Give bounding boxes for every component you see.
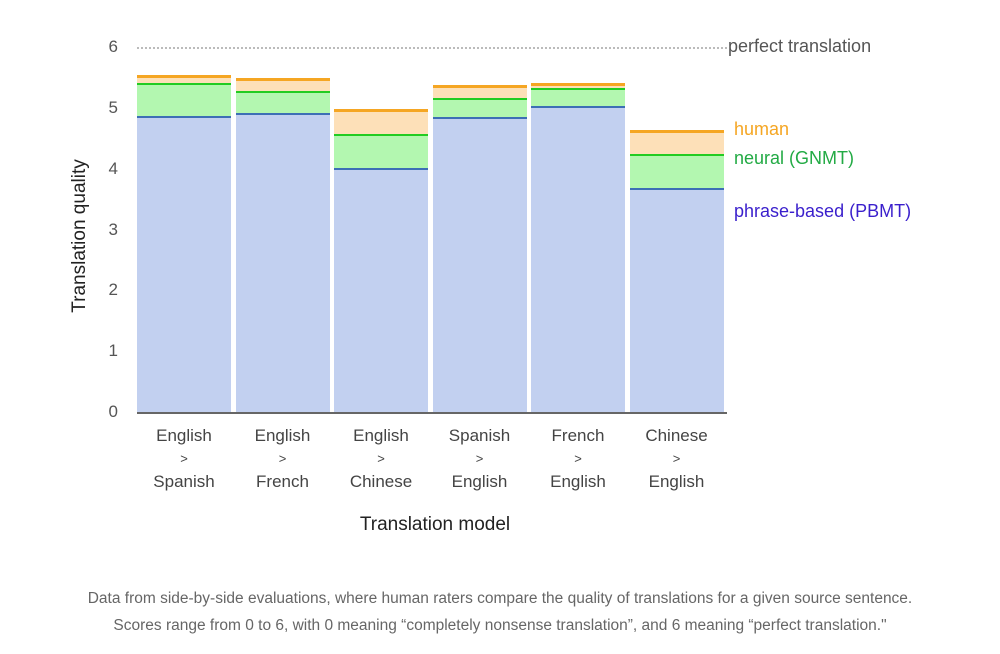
x-category-label: English > French [254, 426, 311, 491]
bar-value-line [137, 74, 231, 78]
bar-segment [629, 131, 724, 154]
bar-value-line [531, 105, 625, 109]
legend-neural: neural (GNMT) [734, 148, 855, 168]
bar-segment [137, 75, 231, 83]
x-axis-line [137, 412, 727, 414]
bar-value-line [531, 83, 625, 87]
x-category-label: English > Spanish [153, 426, 215, 491]
bar-segment [137, 115, 231, 413]
bar-segment [629, 153, 724, 189]
bar-segment [432, 86, 527, 98]
bar-segment [531, 88, 625, 107]
x-category-label: French > English [550, 426, 606, 491]
figure-caption: Data from side-by-side evaluations, wher… [0, 585, 1000, 639]
y-tick-label: 6 [108, 37, 118, 57]
bar-stack [531, 0, 625, 413]
bar-value-line [137, 114, 231, 118]
bar-segment [334, 109, 428, 134]
bar-segment [432, 97, 527, 117]
x-axis-title: Translation model [359, 514, 511, 535]
bar-value-line [137, 81, 231, 85]
bar-value-line [432, 96, 527, 100]
bar-value-line [629, 130, 724, 134]
y-tick-label: 5 [108, 98, 118, 117]
bar-segment [334, 133, 428, 168]
x-category-label: Spanish > English [448, 426, 511, 491]
bar-stack [334, 0, 428, 413]
bar-value-line [235, 112, 330, 116]
bar-value-line [334, 132, 428, 136]
bar-segment [235, 91, 330, 114]
bar-segment [629, 188, 724, 413]
bar-segment [235, 78, 330, 92]
y-tick-label: 1 [108, 341, 118, 361]
bar-stack [629, 0, 724, 413]
y-tick-label: 4 [108, 158, 118, 178]
bar-value-line [334, 108, 428, 112]
bar-value-line [334, 166, 428, 170]
y-tick-label: 3 [108, 219, 118, 239]
legend-human: human [734, 119, 790, 139]
perfect-translation-reference-line [137, 47, 727, 49]
caption-line-1: Data from side-by-side evaluations, wher… [87, 590, 913, 607]
caption-line-2: Scores range from 0 to 6, with 0 meaning… [113, 617, 887, 634]
x-category-label: Chinese > English [645, 426, 708, 491]
bar-value-line [235, 90, 330, 94]
bar-segment [531, 106, 625, 413]
y-axis-title: Translation quality [69, 159, 90, 313]
stacked-bar-chart: perfect translation 0 1 2 3 4 5 6 Translation … [69, 0, 912, 535]
bar-segment [137, 82, 231, 116]
bar-value-line [629, 152, 724, 156]
bar-value-line [531, 87, 625, 91]
legend-pbmt: phrase-based (PBMT) [734, 201, 912, 221]
bar-value-line [432, 115, 527, 119]
bar-segment [432, 116, 527, 413]
bar-value-line [235, 77, 330, 81]
bar-stack [235, 0, 330, 413]
bar-segment [235, 113, 330, 413]
y-tick-label: 2 [108, 280, 118, 300]
perfect-translation-label: perfect translation [728, 36, 872, 56]
bar-stack [432, 0, 527, 413]
bar-value-line [629, 187, 724, 191]
x-category-label: English > Chinese [349, 426, 413, 491]
bar-segment [334, 167, 428, 413]
bar-stack [137, 0, 231, 413]
bar-value-line [432, 85, 527, 89]
y-tick-label: 0 [108, 402, 118, 421]
